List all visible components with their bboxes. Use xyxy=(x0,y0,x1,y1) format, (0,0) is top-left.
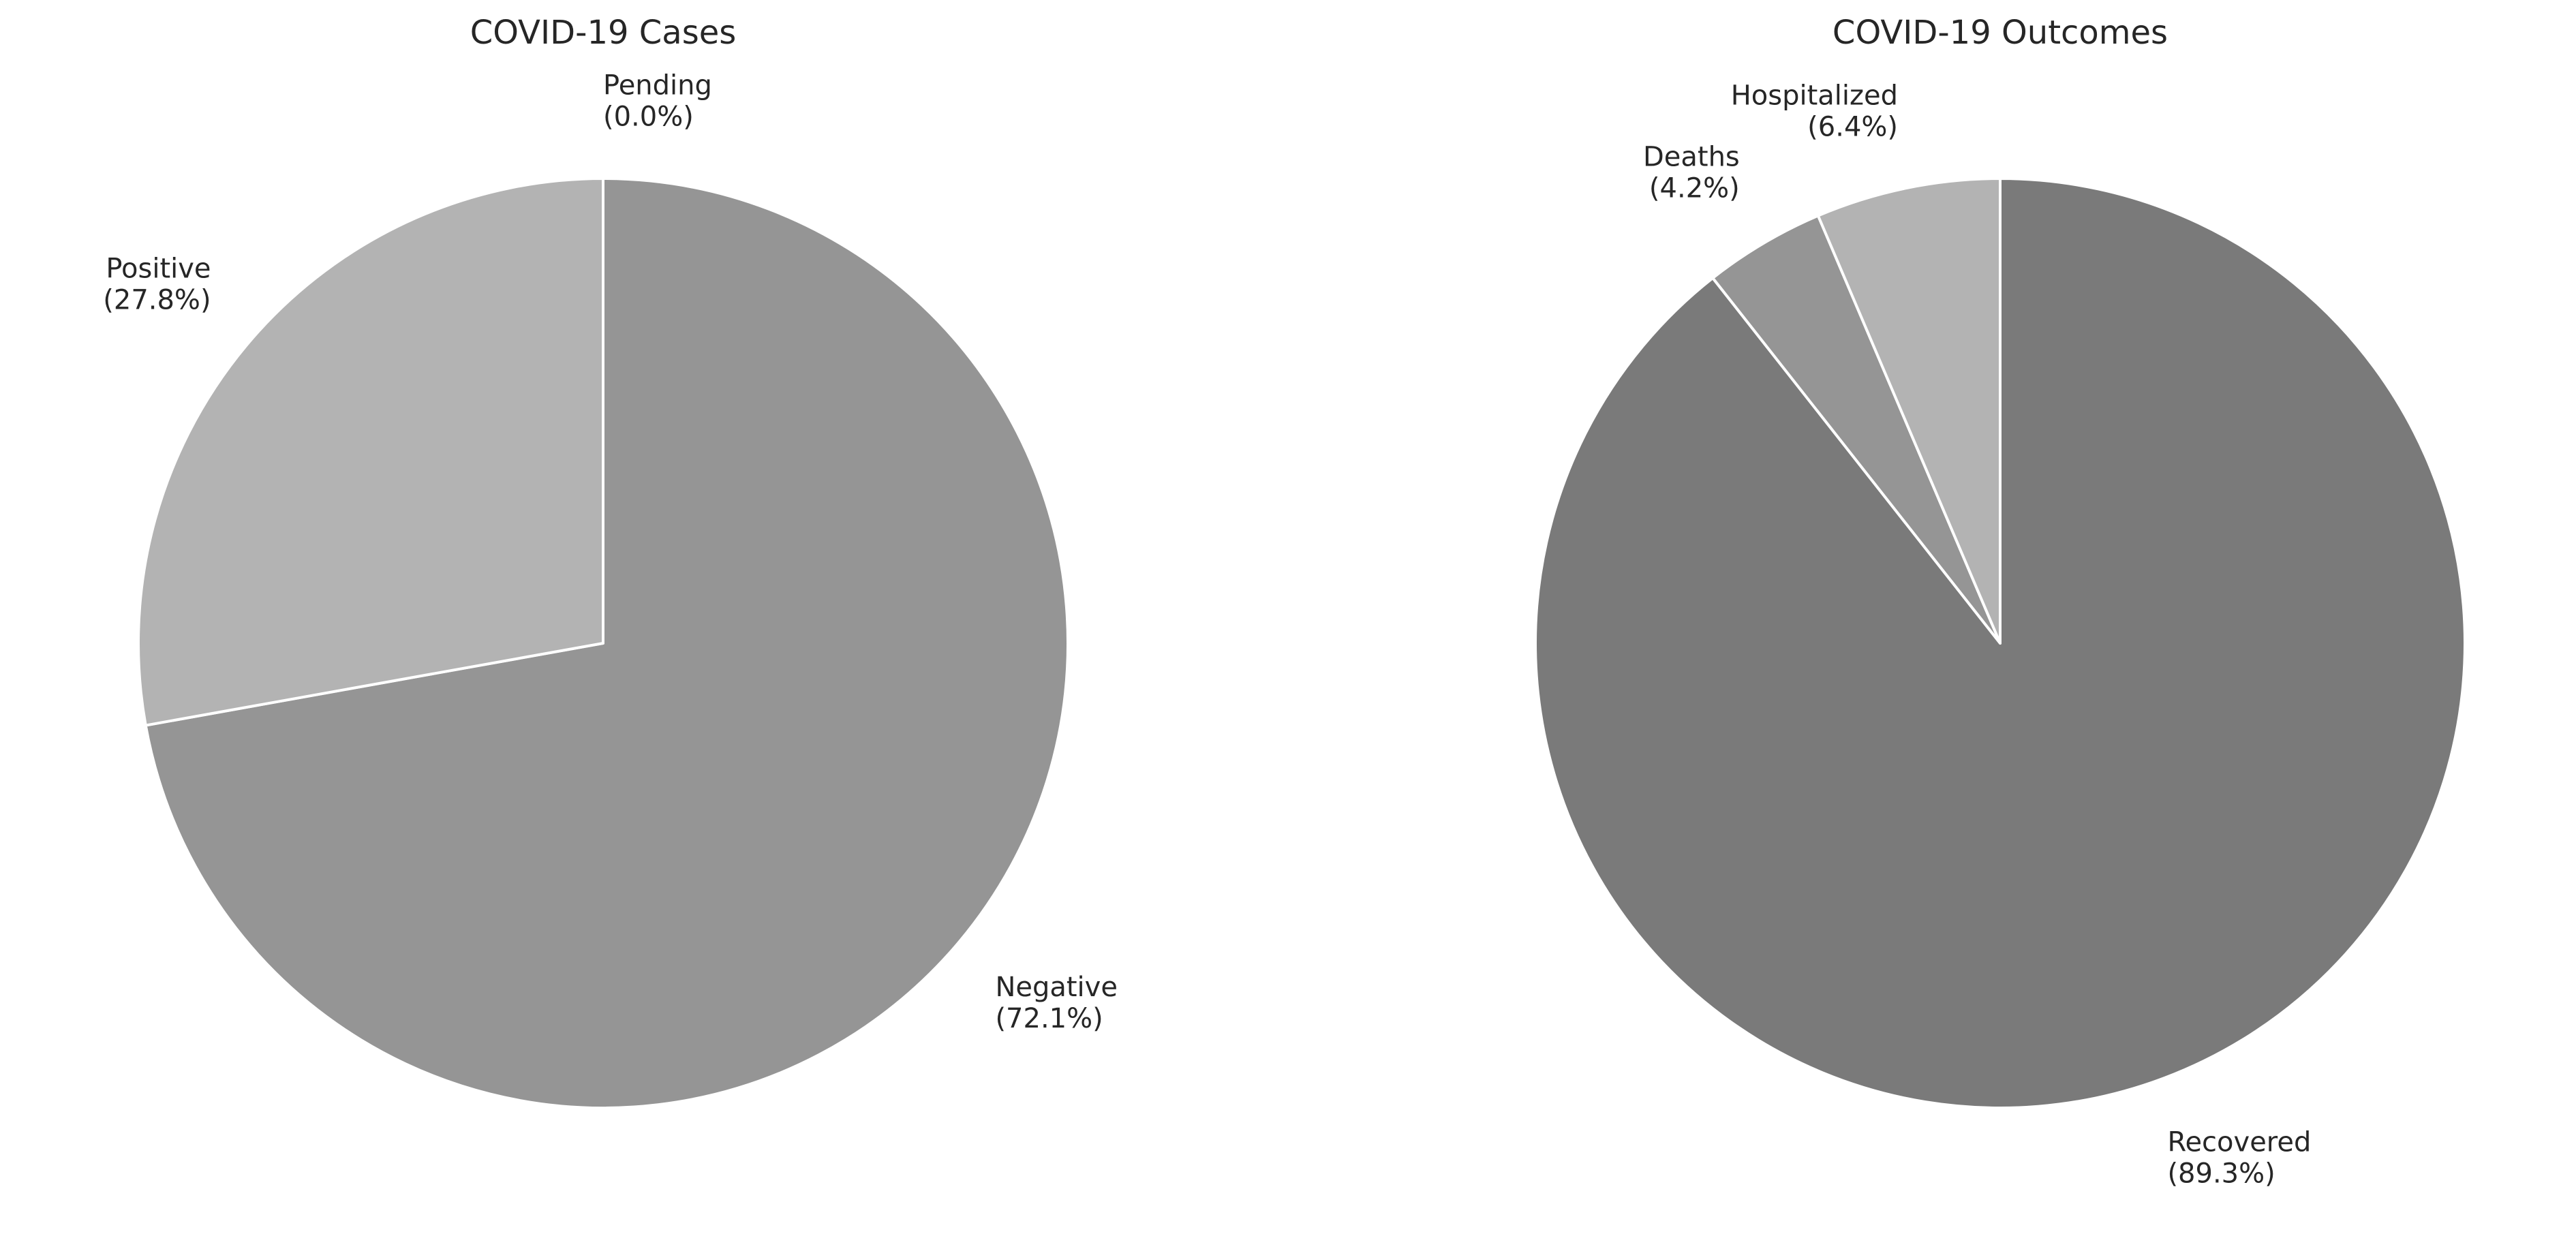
chart-title-cases: COVID-19 Cases xyxy=(470,14,737,52)
slice-percent-pending: (0.0%) xyxy=(603,102,694,133)
slice-label-recovered: Recovered (89.3%) xyxy=(2167,1127,2311,1190)
pie-slice-positive xyxy=(137,177,604,727)
slice-name-deaths: Deaths xyxy=(1643,141,1740,172)
chart-title-outcomes: COVID-19 Outcomes xyxy=(1833,14,2168,52)
slice-percent-negative: (72.1%) xyxy=(995,1003,1103,1034)
slice-percent-deaths: (4.2%) xyxy=(1649,172,1740,204)
slice-name-recovered: Recovered xyxy=(2167,1127,2311,1158)
slice-percent-positive: (27.8%) xyxy=(103,284,211,315)
slice-name-pending: Pending xyxy=(603,70,712,102)
pie-slice-deaths xyxy=(1711,214,2002,645)
slice-percent-hospitalized: (6.4%) xyxy=(1807,112,1898,143)
chart-covid-outcomes: COVID-19 Outcomes Recovered (89.3%) Deaths… xyxy=(1534,14,2466,1190)
slice-name-negative: Negative xyxy=(995,972,1118,1003)
chart-covid-cases: COVID-19 Cases Pending (0.0%) Negative (72.… xyxy=(103,14,1118,1109)
pie-slices-cases xyxy=(137,177,1069,1109)
pie-slice-hospitalized xyxy=(1816,177,2002,645)
slice-percent-recovered: (89.3%) xyxy=(2167,1158,2275,1190)
slice-label-pending: Pending (0.0%) xyxy=(603,70,712,133)
slice-name-positive: Positive xyxy=(106,253,211,284)
slice-label-deaths: Deaths (4.2%) xyxy=(1643,141,1740,204)
pie-labels-cases: Pending (0.0%) Negative (72.1%) Positive (27.… xyxy=(103,70,1118,1035)
pie-labels-outcomes: Recovered (89.3%)Deaths (4.2%)Hospitalized… xyxy=(1643,80,2311,1190)
pie-slice-negative xyxy=(144,177,1069,1109)
slice-label-negative: Negative (72.1%) xyxy=(995,972,1118,1034)
slice-name-hospitalized: Hospitalized xyxy=(1731,80,1898,112)
pie-slices-outcomes xyxy=(1534,177,2466,1109)
slice-label-positive: Positive (27.8%) xyxy=(103,253,211,315)
slice-label-hospitalized: Hospitalized (6.4%) xyxy=(1731,80,1898,143)
